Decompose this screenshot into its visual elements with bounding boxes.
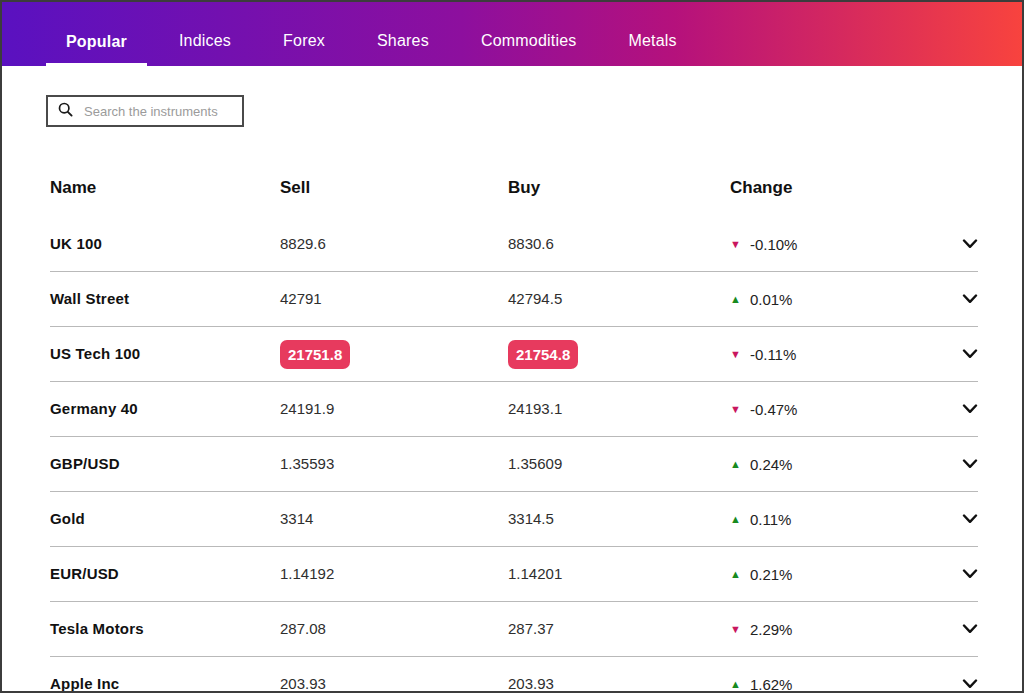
buy-price[interactable]: 1.14201 [508, 565, 562, 582]
column-header-name: Name [50, 178, 280, 198]
buy-price[interactable]: 203.93 [508, 675, 554, 692]
triangle-down-icon: ▼ [730, 239, 741, 250]
instruments-table: Name Sell Buy Change UK 100 8829.6 8830.… [50, 173, 978, 693]
table-row[interactable]: US Tech 100 21751.8 21754.8 ▼ -0.11% [50, 327, 978, 382]
expand-row-button[interactable] [942, 345, 978, 363]
triangle-up-icon: ▲ [730, 569, 741, 580]
column-header-buy: Buy [508, 178, 730, 198]
sell-price[interactable]: 1.14192 [280, 565, 334, 582]
table-row[interactable]: Gold 3314 3314.5 ▲ 0.11% [50, 492, 978, 547]
sell-price[interactable]: 203.93 [280, 675, 326, 692]
change-percent: 0.01% [750, 291, 793, 308]
sell-price[interactable]: 24191.9 [280, 400, 334, 417]
expand-row-button[interactable] [942, 565, 978, 583]
table-row[interactable]: Wall Street 42791 42794.5 ▲ 0.01% [50, 272, 978, 327]
tab-metals[interactable]: Metals [608, 32, 696, 66]
sell-price[interactable]: 1.35593 [280, 455, 334, 472]
buy-price[interactable]: 24193.1 [508, 400, 562, 417]
triangle-up-icon: ▲ [730, 679, 741, 690]
table-row[interactable]: Tesla Motors 287.08 287.37 ▼ 2.29% [50, 602, 978, 657]
tab-commodities[interactable]: Commodities [461, 32, 597, 66]
change-percent: -0.47% [750, 401, 798, 418]
change-percent: 0.24% [750, 456, 793, 473]
chevron-down-icon [962, 510, 978, 528]
expand-row-button[interactable] [942, 675, 978, 693]
change-percent: 0.21% [750, 566, 793, 583]
chevron-down-icon [962, 290, 978, 308]
triangle-down-icon: ▼ [730, 349, 741, 360]
instrument-name: Gold [50, 510, 85, 527]
triangle-down-icon: ▼ [730, 624, 741, 635]
expand-row-button[interactable] [942, 455, 978, 473]
sell-price[interactable]: 8829.6 [280, 235, 326, 252]
table-row[interactable]: Apple Inc 203.93 203.93 ▲ 1.62% [50, 657, 978, 693]
buy-price[interactable]: 8830.6 [508, 235, 554, 252]
chevron-down-icon [962, 400, 978, 418]
trading-instruments-widget: Popular Indices Forex Shares Commodities Meta… [0, 0, 1024, 693]
sell-price[interactable]: 3314 [280, 510, 313, 527]
sell-price[interactable]: 42791 [280, 290, 322, 307]
triangle-up-icon: ▲ [730, 514, 741, 525]
instrument-name: US Tech 100 [50, 345, 140, 362]
chevron-down-icon [962, 455, 978, 473]
buy-price[interactable]: 21754.8 [508, 340, 578, 369]
triangle-down-icon: ▼ [730, 404, 741, 415]
expand-row-button[interactable] [942, 290, 978, 308]
instrument-name: EUR/USD [50, 565, 119, 582]
buy-price[interactable]: 287.37 [508, 620, 554, 637]
chevron-down-icon [962, 235, 978, 253]
instrument-name: UK 100 [50, 235, 102, 252]
instrument-name: Germany 40 [50, 400, 138, 417]
expand-row-button[interactable] [942, 235, 978, 253]
chevron-down-icon [962, 620, 978, 638]
triangle-up-icon: ▲ [730, 459, 741, 470]
table-row[interactable]: Germany 40 24191.9 24193.1 ▼ -0.47% [50, 382, 978, 437]
change-percent: 2.29% [750, 621, 793, 638]
expand-row-button[interactable] [942, 620, 978, 638]
change-percent: 1.62% [750, 676, 793, 693]
instrument-name: Wall Street [50, 290, 129, 307]
expand-row-button[interactable] [942, 400, 978, 418]
table-header-row: Name Sell Buy Change [50, 173, 978, 203]
triangle-up-icon: ▲ [730, 294, 741, 305]
search-area [2, 66, 1022, 127]
change-percent: 0.11% [750, 511, 791, 528]
expand-row-button[interactable] [942, 510, 978, 528]
chevron-down-icon [962, 345, 978, 363]
search-icon [58, 102, 73, 121]
buy-price[interactable]: 3314.5 [508, 510, 554, 527]
change-percent: -0.11% [750, 346, 796, 363]
chevron-down-icon [962, 565, 978, 583]
tab-popular[interactable]: Popular [46, 33, 147, 66]
table-row[interactable]: EUR/USD 1.14192 1.14201 ▲ 0.21% [50, 547, 978, 602]
instrument-name: Tesla Motors [50, 620, 144, 637]
table-row[interactable]: GBP/USD 1.35593 1.35609 ▲ 0.24% [50, 437, 978, 492]
table-body: UK 100 8829.6 8830.6 ▼ -0.10% Wall Stree… [50, 217, 978, 693]
table-row[interactable]: UK 100 8829.6 8830.6 ▼ -0.10% [50, 217, 978, 272]
column-header-change: Change [730, 178, 942, 198]
change-percent: -0.10% [750, 236, 798, 253]
sell-price[interactable]: 287.08 [280, 620, 326, 637]
buy-price[interactable]: 42794.5 [508, 290, 562, 307]
search-input[interactable] [82, 103, 236, 120]
buy-price[interactable]: 1.35609 [508, 455, 562, 472]
category-tabs: Popular Indices Forex Shares Commodities Meta… [2, 2, 1022, 66]
sell-price[interactable]: 21751.8 [280, 340, 350, 369]
tab-shares[interactable]: Shares [357, 32, 449, 66]
column-header-sell: Sell [280, 178, 508, 198]
tab-forex[interactable]: Forex [263, 32, 345, 66]
tab-indices[interactable]: Indices [159, 32, 251, 66]
instrument-name: Apple Inc [50, 675, 119, 692]
instrument-name: GBP/USD [50, 455, 120, 472]
chevron-down-icon [962, 675, 978, 693]
search-box[interactable] [46, 95, 244, 127]
